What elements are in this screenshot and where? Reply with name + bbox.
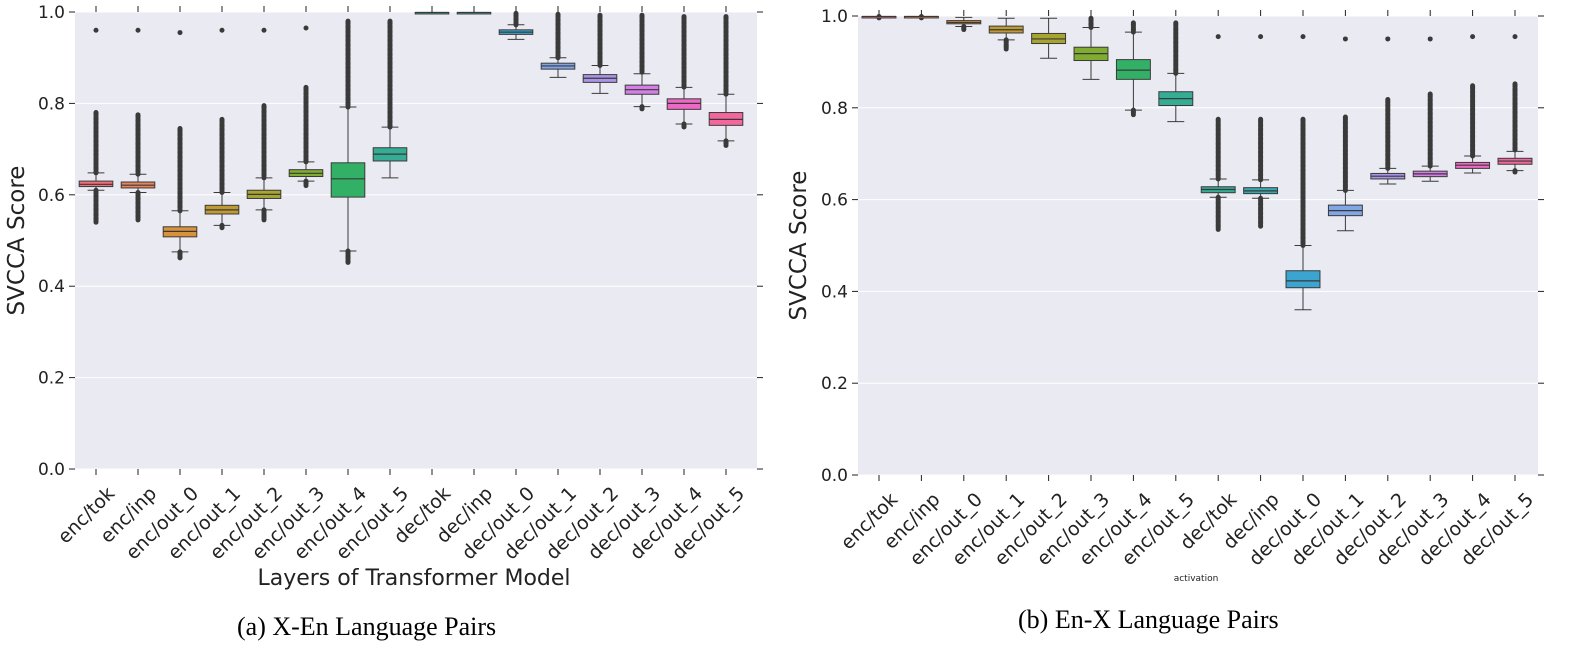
x-axis-label: activation [1174,574,1219,584]
y-tick-label: 0.8 [821,99,848,119]
y-tick-label: 0.4 [38,277,65,297]
chart-a-xen-pairs: 0.00.20.40.60.81.0enc/tokenc/inpenc/out_… [4,3,763,591]
outlier-point [1215,34,1221,40]
y-tick-label: 1.0 [38,3,65,23]
outlier-point [261,27,267,33]
y-tick-label: 1.0 [821,7,848,27]
outlier-point [135,27,141,33]
x-axis-label: Layers of Transformer Model [257,566,570,591]
y-tick-label: 0.2 [38,369,65,389]
outlier-point [219,27,225,33]
plot-area [75,12,757,469]
outlier-point [93,27,99,33]
y-tick-label: 0.0 [38,460,65,480]
outlier-point [1258,34,1264,40]
outlier-point [1427,36,1433,42]
outlier-point [177,30,183,36]
y-tick-label: 0.0 [821,466,848,486]
plot-area [858,16,1538,475]
outlier-point [1300,34,1306,40]
caption-b: (b) En-X Language Pairs [1018,605,1279,634]
y-tick-label: 0.8 [38,94,65,114]
y-tick-label: 0.6 [38,186,65,206]
outlier-point [1470,34,1476,40]
caption-a: (a) X-En Language Pairs [237,612,497,641]
outlier-point [1385,36,1391,42]
chart-b-enx-pairs: 0.00.20.40.60.81.0enc/tokenc/inpenc/out_… [786,7,1544,584]
y-tick-label: 0.6 [821,191,848,211]
box-body [330,162,366,198]
y-tick-label: 0.4 [821,282,848,302]
y-axis-label: SVCCA Score [786,171,812,321]
outlier-point [1342,36,1348,42]
outlier-point [303,25,309,31]
y-tick-label: 0.2 [821,374,848,394]
box-body [666,98,702,110]
box-body [1115,59,1151,80]
box-body [1285,270,1321,289]
y-axis-label: SVCCA Score [4,166,30,316]
outlier-point [1512,34,1518,40]
